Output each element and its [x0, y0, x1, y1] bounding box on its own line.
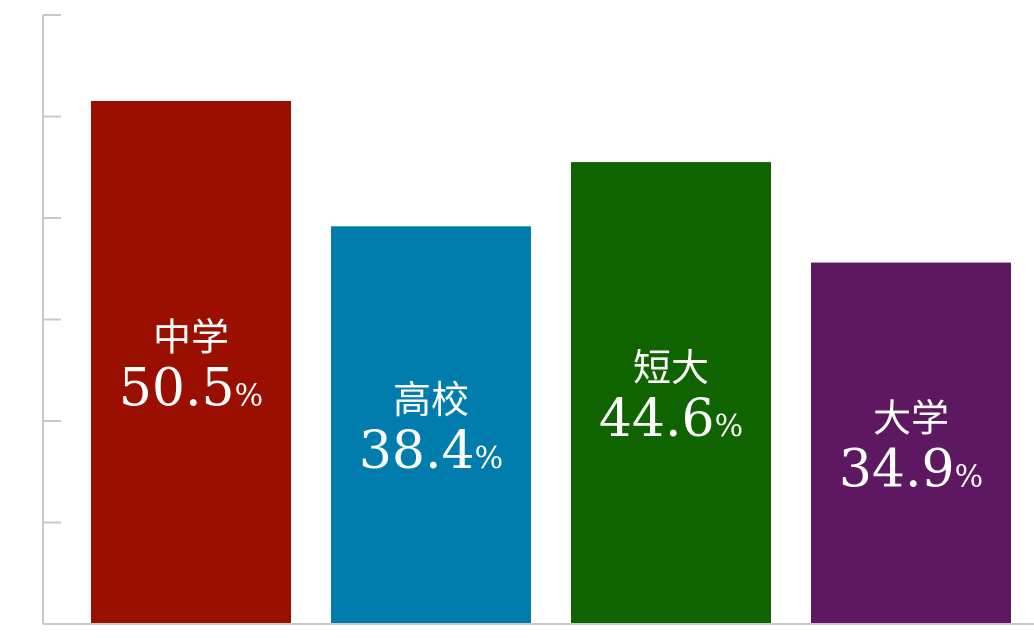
unit-label: % — [475, 441, 504, 476]
bar-2 — [331, 226, 531, 625]
bar-4 — [811, 262, 1011, 624]
category-label: 大学 — [873, 396, 949, 440]
bars — [91, 100, 1011, 625]
category-label: 短大 — [633, 346, 709, 390]
axes — [42, 14, 61, 624]
unit-label: % — [715, 409, 744, 444]
bar-1 — [91, 100, 291, 624]
category-label: 高校 — [393, 378, 469, 422]
unit-label: % — [955, 459, 984, 494]
y-axis-ticks — [43, 14, 61, 524]
unit-label: % — [235, 378, 264, 413]
bar-3 — [571, 162, 771, 625]
category-label: 中学 — [153, 315, 229, 359]
